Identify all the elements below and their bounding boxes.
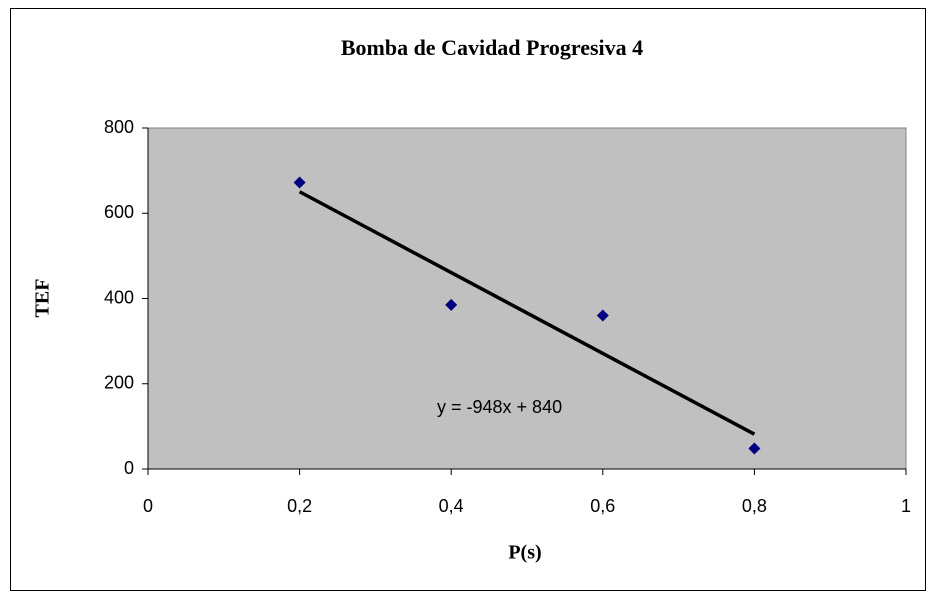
y-axis-title: TEF bbox=[32, 279, 54, 318]
point bbox=[445, 298, 458, 311]
x-tick-label: 0,8 bbox=[742, 496, 767, 516]
x-tick-label: 1 bbox=[901, 496, 911, 516]
chart-title: Bomba de Cavidad Progresiva 4 bbox=[341, 35, 643, 60]
plot-area bbox=[147, 127, 907, 470]
trendline-label: y = -948x + 840 bbox=[437, 397, 562, 417]
x-tick-label: 0 bbox=[143, 496, 153, 516]
point bbox=[596, 309, 609, 322]
y-tick-label: 600 bbox=[104, 202, 134, 222]
y-tick-label: 400 bbox=[104, 287, 134, 307]
x-axis-title: P(s) bbox=[508, 542, 541, 564]
y-tick-label: 800 bbox=[104, 117, 134, 137]
y-tick-label: 0 bbox=[124, 458, 134, 478]
x-tick-label: 0,4 bbox=[439, 496, 464, 516]
y-tick-label: 200 bbox=[104, 373, 134, 393]
trendline bbox=[298, 190, 756, 436]
x-tick-label: 0,6 bbox=[590, 496, 615, 516]
point bbox=[293, 176, 306, 189]
x-tick-label: 0,2 bbox=[287, 496, 312, 516]
point bbox=[748, 442, 761, 455]
